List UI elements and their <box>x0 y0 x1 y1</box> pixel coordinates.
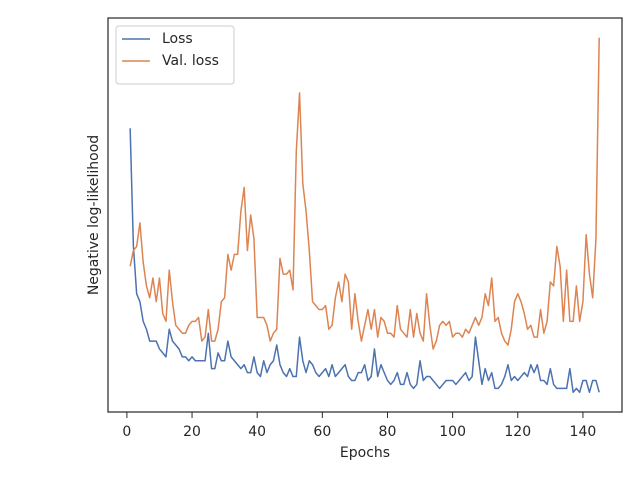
x-tick-label: 100 <box>439 424 466 440</box>
line-series <box>129 128 600 394</box>
legend-label: Val. loss <box>162 53 219 69</box>
y-axis-label: Negative log-likelihood <box>86 135 102 295</box>
line-series <box>129 37 600 350</box>
legend-label: Loss <box>162 31 193 47</box>
x-tick-label: 80 <box>379 424 397 440</box>
plot-frame <box>107 17 623 413</box>
x-tick-label: 120 <box>504 424 531 440</box>
x-tick-label: 0 <box>122 424 131 440</box>
x-tick-label: 140 <box>570 424 597 440</box>
x-axis-label: Epochs <box>340 445 390 461</box>
x-tick-label: 20 <box>183 424 201 440</box>
x-tick-label: 60 <box>313 424 331 440</box>
x-tick-label: 40 <box>248 424 266 440</box>
legend-box <box>115 25 235 85</box>
